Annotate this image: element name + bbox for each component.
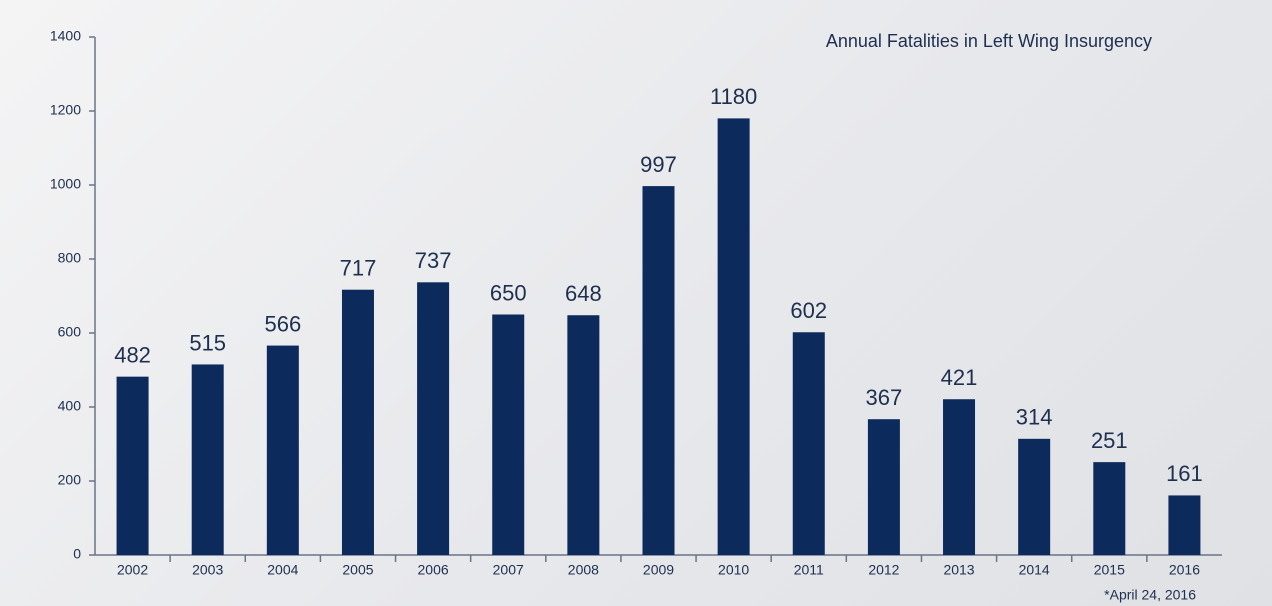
data-label: 566 bbox=[264, 311, 301, 336]
x-tick-label: 2012 bbox=[868, 562, 899, 578]
data-label: 367 bbox=[866, 385, 903, 410]
bar bbox=[1018, 438, 1051, 555]
x-tick-label: 2014 bbox=[1019, 562, 1050, 578]
footnote: *April 24, 2016 bbox=[1104, 587, 1196, 603]
x-tick-label: 2005 bbox=[342, 562, 373, 578]
y-tick-label: 400 bbox=[58, 398, 82, 414]
chart-title: Annual Fatalities in Left Wing Insurgenc… bbox=[826, 31, 1152, 51]
bar bbox=[867, 419, 900, 555]
x-tick-label: 2006 bbox=[418, 562, 449, 578]
y-tick-label: 1000 bbox=[50, 176, 81, 192]
bar bbox=[717, 118, 750, 556]
x-tick-label: 2010 bbox=[718, 562, 749, 578]
data-label: 1180 bbox=[710, 84, 757, 109]
x-tick-label: 2008 bbox=[568, 562, 599, 578]
data-label: 482 bbox=[114, 342, 151, 367]
data-label: 737 bbox=[415, 248, 452, 273]
x-tick-label: 2016 bbox=[1169, 562, 1200, 578]
bar bbox=[266, 345, 299, 555]
x-tick-label: 2007 bbox=[493, 562, 524, 578]
x-tick-label: 2002 bbox=[117, 562, 148, 578]
data-label: 421 bbox=[941, 365, 978, 390]
bar bbox=[943, 399, 976, 555]
y-tick-label: 1200 bbox=[50, 102, 81, 118]
y-tick-label: 1400 bbox=[50, 28, 81, 44]
x-tick-label: 2011 bbox=[794, 562, 824, 578]
bar bbox=[417, 282, 450, 555]
bar bbox=[1168, 495, 1201, 555]
x-tick-label: 2003 bbox=[192, 562, 223, 578]
data-label: 997 bbox=[640, 152, 677, 177]
y-tick-label: 600 bbox=[58, 324, 82, 340]
x-tick-label: 2004 bbox=[267, 562, 298, 578]
bar bbox=[642, 186, 675, 556]
bar bbox=[341, 289, 374, 555]
bar bbox=[567, 315, 600, 555]
bar bbox=[191, 364, 224, 555]
x-tick-label: 2015 bbox=[1094, 562, 1125, 578]
bar bbox=[116, 376, 149, 555]
y-tick-label: 800 bbox=[58, 250, 82, 266]
data-label: 717 bbox=[340, 256, 377, 281]
bar bbox=[792, 332, 825, 555]
data-label: 251 bbox=[1091, 428, 1128, 453]
bar bbox=[492, 314, 525, 555]
data-label: 161 bbox=[1166, 461, 1203, 486]
data-label: 515 bbox=[189, 330, 226, 355]
y-tick-label: 0 bbox=[73, 546, 81, 562]
data-label: 650 bbox=[490, 280, 527, 305]
bar bbox=[1093, 462, 1126, 555]
data-label: 648 bbox=[565, 281, 602, 306]
x-tick-label: 2013 bbox=[943, 562, 974, 578]
y-tick-label: 200 bbox=[58, 472, 82, 488]
x-tick-label: 2009 bbox=[643, 562, 674, 578]
data-label: 602 bbox=[790, 298, 827, 323]
data-label: 314 bbox=[1016, 405, 1053, 430]
